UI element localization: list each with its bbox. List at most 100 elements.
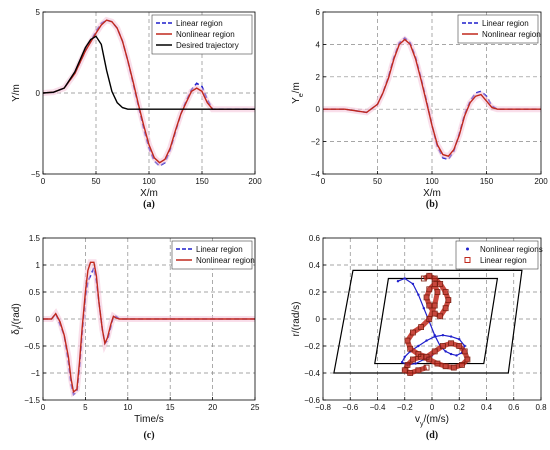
y-tick-label: −0.5 xyxy=(24,342,40,351)
series-line-nonlinear-region xyxy=(43,261,255,394)
legend-box xyxy=(151,14,253,55)
point-nonlinear-regions xyxy=(417,293,420,296)
legend: Linear region Nonlinear region Desired tra… xyxy=(151,14,253,55)
point-nonlinear-regions xyxy=(449,335,453,338)
point-linear-region xyxy=(426,302,433,309)
y-tick-label: 0 xyxy=(36,89,41,98)
y-tick-label: 0.6 xyxy=(309,234,321,243)
x-tick-label: 0 xyxy=(430,403,435,412)
point-linear-region xyxy=(450,364,457,371)
x-tick-label: 25 xyxy=(251,403,260,412)
y-tick-label: 0 xyxy=(36,315,41,324)
point-linear-region xyxy=(431,280,438,287)
y-tick-label: 2 xyxy=(316,73,321,82)
region-boundary-2 xyxy=(374,277,499,365)
point-linear-region xyxy=(407,370,414,376)
legend-label-nonlinear-region: Nonlinear region xyxy=(176,30,235,39)
legend-label-desired-trajectory: Desired trajectory xyxy=(176,41,239,50)
point-linear-region xyxy=(434,289,441,295)
y-axis-label: δf/(rad) xyxy=(11,303,25,334)
point-linear-region xyxy=(423,364,430,371)
legend-label-nonlinear-regions: Nonlinear regions xyxy=(480,245,543,254)
series-line-linear-region xyxy=(43,264,255,397)
legend-box xyxy=(455,240,539,270)
point-linear-region xyxy=(404,337,411,344)
x-tick-label: −0.2 xyxy=(397,403,413,412)
point-linear-region xyxy=(426,356,433,363)
y-tick-label: 1.5 xyxy=(29,234,41,243)
legend: Linear region Nonlinear region xyxy=(171,240,255,270)
x-tick-label: 100 xyxy=(142,177,156,186)
point-nonlinear-regions xyxy=(411,282,415,286)
y-tick-label: −1.5 xyxy=(24,396,40,405)
point-linear-region xyxy=(426,272,433,279)
point-linear-region xyxy=(439,343,446,349)
panel-caption: (b) xyxy=(426,199,438,210)
point-linear-region xyxy=(420,275,427,282)
data-layer xyxy=(323,35,541,161)
y-tick-label: 5 xyxy=(36,8,41,17)
x-tick-label: 100 xyxy=(425,177,439,186)
series-trace-linear-region xyxy=(402,273,470,376)
x-tick-label: 10 xyxy=(123,403,132,412)
point-linear-region xyxy=(442,289,449,295)
point-nonlinear-regions xyxy=(396,280,400,283)
y-tick-label: −0.6 xyxy=(304,396,320,405)
point-nonlinear-regions xyxy=(449,352,453,356)
x-tick-label: 50 xyxy=(92,177,101,186)
y-tick-label: 1 xyxy=(36,261,41,270)
x-tick-label: −0.4 xyxy=(370,403,386,412)
x-tick-label: −0.6 xyxy=(342,403,358,412)
y-tick-label: 0.4 xyxy=(309,261,321,270)
y-tick-label: −4 xyxy=(311,170,321,179)
point-linear-region xyxy=(442,363,449,370)
plot-frame xyxy=(42,11,256,175)
panel-caption: (d) xyxy=(426,430,438,441)
chart-c: 0 5 10 15 20 25 −1.5 −1 −0.5 0 0.5 1 1.5 Time/s δf/(ra… xyxy=(11,234,260,441)
point-nonlinear-regions xyxy=(422,307,426,310)
x-tick-label: 0 xyxy=(41,177,46,186)
point-linear-region xyxy=(407,345,414,352)
y-tick-label: −1 xyxy=(31,369,41,378)
legend-label-linear-region: Linear region xyxy=(176,19,223,28)
x-axis-label: vy/(m/s) xyxy=(415,414,449,428)
y-tick-label: 6 xyxy=(316,8,321,17)
x-tick-label: 5 xyxy=(83,403,88,412)
plot-frame xyxy=(42,237,256,401)
point-nonlinear-regions xyxy=(417,344,420,348)
panel-caption: (c) xyxy=(143,430,154,441)
point-linear-region xyxy=(426,316,433,322)
x-tick-label: 50 xyxy=(373,177,382,186)
series-line-nonlinear-region xyxy=(323,38,541,158)
y-tick-label: 0 xyxy=(316,315,321,324)
x-tick-label: −0.8 xyxy=(315,403,331,412)
legend-label-nonlinear-region: Nonlinear region xyxy=(196,256,255,265)
y-tick-label: −0.4 xyxy=(304,369,320,378)
point-linear-region xyxy=(461,348,468,355)
point-linear-region xyxy=(431,302,438,309)
point-linear-region xyxy=(434,360,441,367)
point-linear-region xyxy=(423,294,430,301)
point-nonlinear-regions xyxy=(425,339,428,342)
data-layer xyxy=(333,269,523,376)
legend-label-linear-region: Linear region xyxy=(480,256,527,265)
x-tick-label: 15 xyxy=(166,403,175,412)
point-linear-region xyxy=(415,367,422,374)
legend-label-nonlinear-region: Nonlinear region xyxy=(482,30,541,39)
region-boundary-1 xyxy=(333,269,523,374)
series-line-desired-trajectory xyxy=(43,35,255,110)
point-nonlinear-regions xyxy=(400,361,404,364)
x-tick-label: 0.6 xyxy=(508,403,520,412)
plot-frame xyxy=(322,11,542,175)
point-nonlinear-regions xyxy=(414,362,417,365)
y-tick-label: −2 xyxy=(311,138,321,147)
point-linear-region xyxy=(410,356,416,363)
x-tick-label: 0 xyxy=(321,177,326,186)
point-linear-region xyxy=(401,367,408,374)
x-tick-label: 0.8 xyxy=(535,403,547,412)
x-tick-label: 0.4 xyxy=(481,403,493,412)
point-linear-region xyxy=(448,340,454,347)
point-nonlinear-regions xyxy=(433,335,436,338)
legend: Nonlinear regions Linear region xyxy=(455,240,543,270)
x-tick-label: 200 xyxy=(248,177,262,186)
